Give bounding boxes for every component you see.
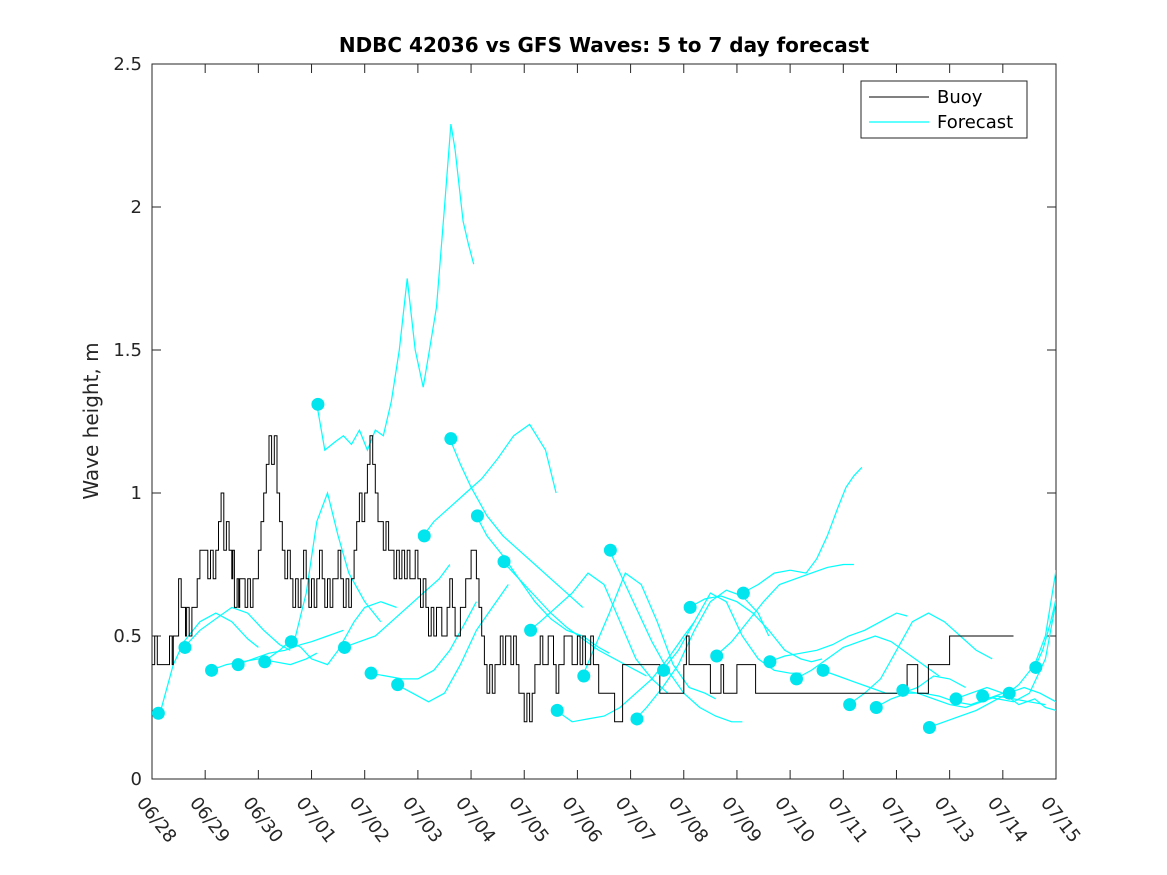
- forecast-line: [928, 686, 1056, 729]
- forecast-marker: [843, 698, 857, 712]
- y-tick-label: 2.5: [113, 54, 142, 75]
- forecast-marker: [311, 397, 325, 411]
- data-layer: [152, 124, 1056, 735]
- forecast-marker: [683, 600, 697, 614]
- forecast-marker: [205, 663, 219, 677]
- forecast-line: [795, 635, 940, 680]
- forecast-line: [502, 561, 647, 677]
- x-tick-label: 07/11: [823, 793, 871, 847]
- forecast-marker: [524, 623, 538, 637]
- x-tick-label: 07/02: [345, 793, 393, 847]
- forecast-marker: [896, 683, 910, 697]
- forecast-line: [290, 601, 397, 666]
- x-tick-label: 07/15: [1036, 793, 1084, 847]
- forecast-line: [159, 612, 259, 714]
- x-tick-label: 07/12: [877, 793, 925, 847]
- forecast-line: [768, 612, 908, 663]
- forecast-line: [422, 423, 557, 537]
- forecast-marker: [417, 529, 431, 543]
- buoy-line: [152, 435, 1014, 723]
- forecast-line: [981, 601, 1056, 703]
- forecast-marker: [152, 706, 165, 720]
- forecast-marker: [550, 703, 564, 717]
- forecast-marker: [577, 669, 591, 683]
- forecast-marker: [922, 721, 936, 735]
- forecast-marker: [816, 663, 830, 677]
- forecast-marker: [231, 658, 245, 672]
- forecast-marker: [284, 635, 298, 649]
- forecast-marker: [949, 692, 963, 706]
- x-tick-label: 07/04: [451, 793, 499, 847]
- forecast-marker: [976, 689, 990, 703]
- x-tick-label: 06/28: [132, 793, 180, 847]
- x-tick-label: 07/01: [292, 793, 340, 847]
- x-tick-label: 07/09: [717, 793, 765, 847]
- x-tick-label: 07/05: [504, 793, 552, 847]
- y-axis-label: Wave height, m: [79, 342, 103, 499]
- forecast-line: [1007, 570, 1056, 694]
- forecast-line: [874, 692, 1014, 709]
- forecast-marker: [869, 701, 883, 714]
- x-tick-label: 06/29: [185, 793, 233, 847]
- forecast-line: [1034, 598, 1056, 668]
- forecast-line: [529, 572, 669, 694]
- y-tick-label: 0: [131, 769, 142, 790]
- forecast-marker: [258, 655, 272, 669]
- x-tick-label: 06/30: [238, 793, 286, 847]
- forecast-marker: [391, 678, 405, 692]
- chart-title: NDBC 42036 vs GFS Waves: 5 to 7 day fore…: [339, 33, 870, 57]
- forecast-line: [555, 621, 695, 723]
- forecast-line: [635, 589, 770, 720]
- x-tick-label: 07/06: [557, 793, 605, 847]
- forecast-line: [848, 612, 993, 706]
- x-tick-label: 07/10: [770, 793, 818, 847]
- forecast-marker: [763, 655, 777, 669]
- axes-box: [151, 63, 1057, 780]
- forecast-line: [449, 438, 584, 608]
- forecast-marker: [603, 543, 617, 557]
- forecast-line: [183, 606, 291, 651]
- forecast-marker: [497, 555, 511, 569]
- forecast-marker: [1029, 660, 1043, 674]
- forecast-marker: [736, 586, 750, 600]
- forecast-marker: [337, 640, 351, 654]
- forecast-marker: [178, 640, 192, 654]
- x-tick-label: 07/14: [983, 793, 1031, 847]
- y-tick-label: 1.5: [113, 340, 142, 361]
- legend-box: [860, 80, 1028, 139]
- y-tick-label: 1: [131, 483, 142, 504]
- plot-area: 00.511.522.506/28 06/29 06/30 07/01 07/02 07/…: [113, 54, 1084, 847]
- x-tick-label: 07/03: [398, 793, 446, 847]
- forecast-line: [901, 689, 1046, 709]
- forecast-marker: [789, 672, 803, 686]
- forecast-line: [475, 515, 610, 654]
- forecast-marker: [444, 432, 458, 446]
- forecast-line: [369, 601, 477, 680]
- x-tick-label: 07/07: [611, 793, 659, 847]
- forecast-marker: [364, 666, 378, 680]
- legend-label-forecast: Forecast: [937, 112, 1013, 133]
- forecast-line: [396, 584, 509, 703]
- forecast-line: [688, 595, 823, 663]
- forecast-line: [343, 564, 451, 648]
- forecast-line: [742, 466, 863, 594]
- forecast-line: [662, 592, 801, 674]
- forecast-marker: [1002, 686, 1016, 700]
- y-tick-label: 2: [131, 197, 142, 218]
- forecast-marker: [470, 509, 484, 523]
- forecast-line: [316, 124, 475, 452]
- y-tick-label: 0.5: [113, 626, 142, 647]
- forecast-marker: [710, 649, 724, 663]
- forecast-marker: [657, 663, 671, 677]
- forecast-line: [582, 572, 716, 700]
- legend-label-buoy: Buoy: [937, 87, 983, 108]
- forecast-line: [821, 669, 966, 694]
- forecast-line: [715, 563, 854, 657]
- forecast-line: [608, 549, 743, 723]
- x-tick-label: 07/08: [664, 793, 712, 847]
- legend: Buoy Forecast: [860, 80, 1028, 139]
- forecast-marker: [630, 712, 644, 726]
- x-tick-label: 07/13: [930, 793, 978, 847]
